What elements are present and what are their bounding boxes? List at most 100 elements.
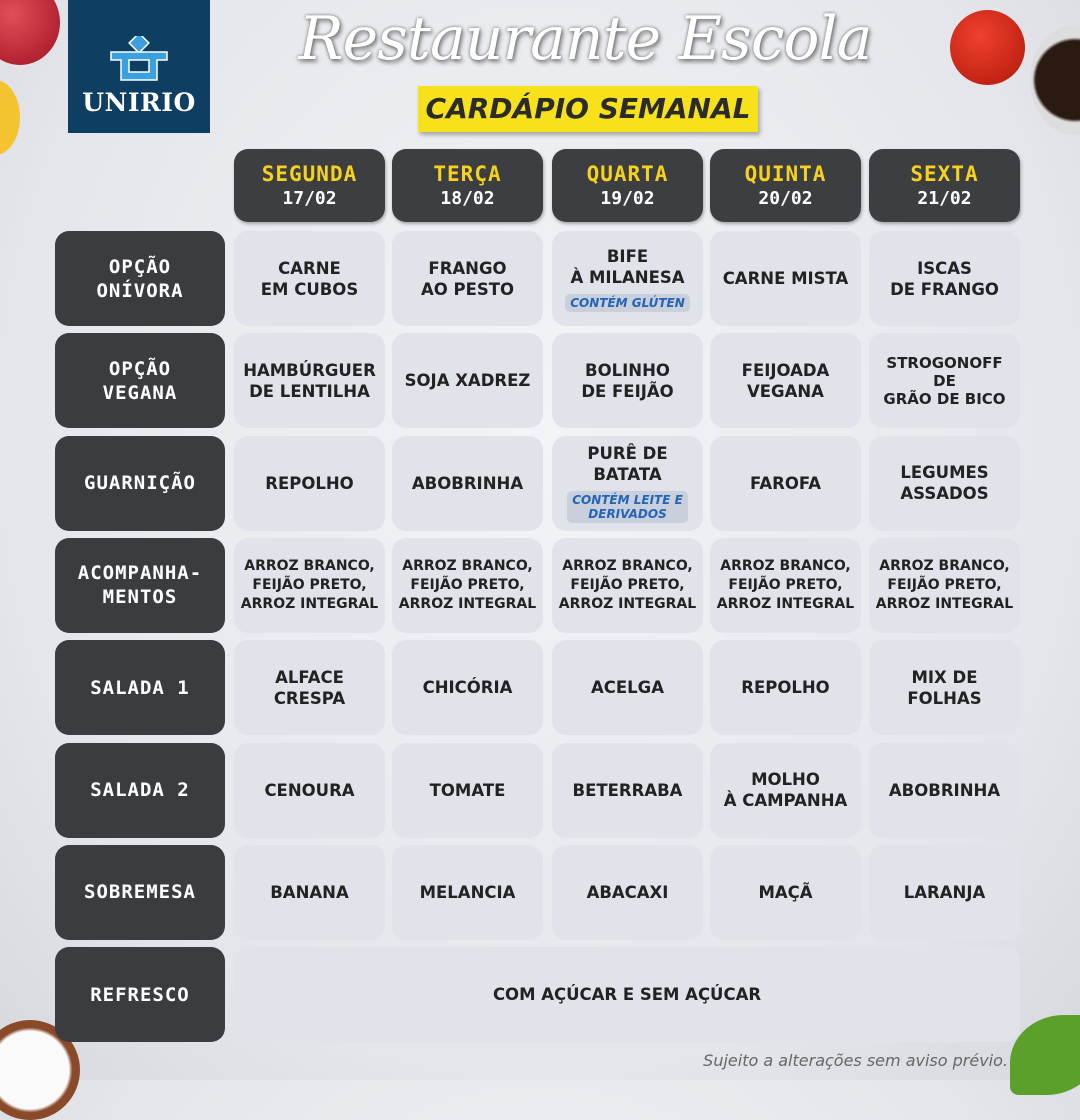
dish-name: ARROZ BRANCO, FEIJÃO PRETO, ARROZ INTEGR… bbox=[398, 557, 537, 612]
menu-cell: ACELGA bbox=[552, 640, 703, 736]
menu-cell: STROGONOFF DE GRÃO DE BICO bbox=[869, 333, 1020, 429]
unirio-emblem-icon bbox=[110, 32, 168, 81]
menu-cell: CENOURA bbox=[234, 742, 385, 838]
day-date: 19/02 bbox=[600, 187, 655, 209]
day-date: 21/02 bbox=[917, 187, 972, 209]
row-label: OPÇÃO VEGANA bbox=[55, 333, 225, 429]
dish-name: ARROZ BRANCO, FEIJÃO PRETO, ARROZ INTEGR… bbox=[240, 557, 379, 612]
menu-cell: ARROZ BRANCO, FEIJÃO PRETO, ARROZ INTEGR… bbox=[392, 537, 543, 633]
dish-name: LARANJA bbox=[903, 882, 986, 902]
row-label: ACOMPANHA- MENTOS bbox=[55, 537, 225, 633]
dish-name: ARROZ BRANCO, FEIJÃO PRETO, ARROZ INTEGR… bbox=[558, 557, 697, 612]
menu-cell: ISCAS DE FRANGO bbox=[869, 231, 1020, 326]
menu-cell: LARANJA bbox=[869, 844, 1020, 940]
menu-cell: BOLINHO DE FEIJÃO bbox=[552, 333, 703, 429]
menu-cell: CHICÓRIA bbox=[392, 640, 543, 736]
dish-name: ABOBRINHA bbox=[888, 780, 1001, 800]
apple-decoration bbox=[0, 0, 60, 65]
menu-cell: HAMBÚRGUER DE LENTILHA bbox=[234, 333, 385, 429]
day-name: SEGUNDA bbox=[261, 161, 358, 186]
dish-name: ISCAS DE FRANGO bbox=[890, 258, 999, 299]
day-header: QUINTA 20/02 bbox=[710, 149, 861, 222]
dish-name: REPOLHO bbox=[265, 473, 354, 493]
menu-cell: COM AÇÚCAR E SEM AÇÚCAR bbox=[234, 947, 1020, 1043]
row-label: GUARNIÇÃO bbox=[55, 435, 225, 531]
dish-name: MELANCIA bbox=[419, 882, 516, 902]
dish-name: FAROFA bbox=[749, 473, 822, 493]
logo-text: UNIRIO bbox=[82, 88, 196, 117]
dish-name: ALFACE CRESPA bbox=[273, 667, 346, 708]
dish-name: CHICÓRIA bbox=[422, 678, 513, 698]
tomato-decoration bbox=[950, 10, 1025, 85]
row-label: REFRESCO bbox=[55, 947, 225, 1043]
day-header: SEXTA 21/02 bbox=[869, 149, 1020, 222]
dish-name: LEGUMES ASSADOS bbox=[900, 463, 989, 504]
menu-cell: ARROZ BRANCO, FEIJÃO PRETO, ARROZ INTEGR… bbox=[869, 537, 1020, 633]
menu-cell: ABOBRINHA bbox=[392, 435, 543, 531]
menu-cell: ALFACE CRESPA bbox=[234, 640, 385, 736]
menu-cell: MIX DE FOLHAS bbox=[869, 640, 1020, 736]
lemon-decoration bbox=[0, 80, 20, 155]
menu-cell: ABOBRINHA bbox=[869, 742, 1020, 838]
allergen-tag: CONTÉM LEITE E DERIVADOS bbox=[567, 491, 688, 524]
dish-name: STROGONOFF DE GRÃO DE BICO bbox=[883, 353, 1006, 408]
menu-cell: MOLHO À CAMPANHA bbox=[710, 742, 861, 838]
page-subtitle: CARDÁPIO SEMANAL bbox=[418, 86, 758, 132]
day-name: QUARTA bbox=[586, 161, 669, 186]
dish-name: MIX DE FOLHAS bbox=[907, 667, 982, 708]
menu-cell: LEGUMES ASSADOS bbox=[869, 435, 1020, 531]
row-label: OPÇÃO ONÍVORA bbox=[55, 231, 225, 326]
allergen-tag: CONTÉM GLÚTEN bbox=[565, 293, 690, 312]
menu-cell: PURÊ DE BATATA CONTÉM LEITE E DERIVADOS bbox=[552, 435, 703, 531]
day-date: 18/02 bbox=[440, 187, 495, 209]
day-header: TERÇA 18/02 bbox=[392, 149, 543, 222]
menu-cell: CARNE MISTA bbox=[710, 231, 861, 326]
menu-cell: TOMATE bbox=[392, 742, 543, 838]
menu-cell: ARROZ BRANCO, FEIJÃO PRETO, ARROZ INTEGR… bbox=[552, 537, 703, 633]
day-date: 20/02 bbox=[758, 187, 813, 209]
dish-name: CENOURA bbox=[264, 780, 355, 800]
menu-cell: BETERRABA bbox=[552, 742, 703, 838]
dish-name: PURÊ DE BATATA bbox=[587, 444, 668, 485]
page-title: Restaurante Escola bbox=[298, 4, 872, 74]
day-name: QUINTA bbox=[744, 161, 827, 186]
dish-name: BOLINHO DE FEIJÃO bbox=[581, 360, 674, 401]
dish-name: SOJA XADREZ bbox=[404, 371, 531, 391]
dish-name: REPOLHO bbox=[741, 678, 830, 698]
menu-cell: SOJA XADREZ bbox=[392, 333, 543, 429]
row-label: SALADA 1 bbox=[55, 640, 225, 736]
dish-name: FEIJOADA VEGANA bbox=[741, 360, 830, 401]
day-name: TERÇA bbox=[433, 161, 502, 186]
dish-name: FRANGO AO PESTO bbox=[420, 258, 515, 299]
dish-name: MOLHO À CAMPANHA bbox=[723, 770, 848, 810]
menu-cell: ARROZ BRANCO, FEIJÃO PRETO, ARROZ INTEGR… bbox=[710, 537, 861, 633]
dish-name: ABOBRINHA bbox=[411, 473, 524, 493]
day-header: SEGUNDA 17/02 bbox=[234, 149, 385, 222]
basil-decoration bbox=[1010, 1015, 1080, 1095]
disclaimer-note: Sujeito a alterações sem aviso prévio. bbox=[703, 1051, 1008, 1070]
dish-name: HAMBÚRGUER DE LENTILHA bbox=[243, 360, 376, 401]
dish-name: BANANA bbox=[270, 882, 349, 902]
menu-cell: ABACAXI bbox=[552, 844, 703, 940]
dish-name: ARROZ BRANCO, FEIJÃO PRETO, ARROZ INTEGR… bbox=[875, 557, 1014, 612]
dish-name: BIFE À MILANESA bbox=[570, 246, 685, 287]
day-date: 17/02 bbox=[282, 187, 337, 209]
pepper-bowl-decoration bbox=[1030, 25, 1080, 135]
dish-name: ABACAXI bbox=[586, 882, 669, 902]
row-label: SALADA 2 bbox=[55, 742, 225, 838]
menu-cell: BANANA bbox=[234, 844, 385, 940]
dish-name: COM AÇÚCAR E SEM AÇÚCAR bbox=[492, 985, 762, 1005]
dish-name: ARROZ BRANCO, FEIJÃO PRETO, ARROZ INTEGR… bbox=[716, 557, 855, 612]
menu-cell: FEIJOADA VEGANA bbox=[710, 333, 861, 429]
menu-cell: BIFE À MILANESA CONTÉM GLÚTEN bbox=[552, 231, 703, 326]
dish-name: MAÇÃ bbox=[758, 882, 813, 902]
menu-cell: MAÇÃ bbox=[710, 844, 861, 940]
menu-cell: ARROZ BRANCO, FEIJÃO PRETO, ARROZ INTEGR… bbox=[234, 537, 385, 633]
menu-cell: MELANCIA bbox=[392, 844, 543, 940]
dish-name: BETERRABA bbox=[572, 780, 683, 800]
menu-cell: FAROFA bbox=[710, 435, 861, 531]
dish-name: CARNE MISTA bbox=[722, 269, 849, 288]
row-label: SOBREMESA bbox=[55, 844, 225, 940]
dish-name: ACELGA bbox=[591, 678, 664, 698]
unirio-logo: UNIRIO bbox=[68, 0, 210, 133]
